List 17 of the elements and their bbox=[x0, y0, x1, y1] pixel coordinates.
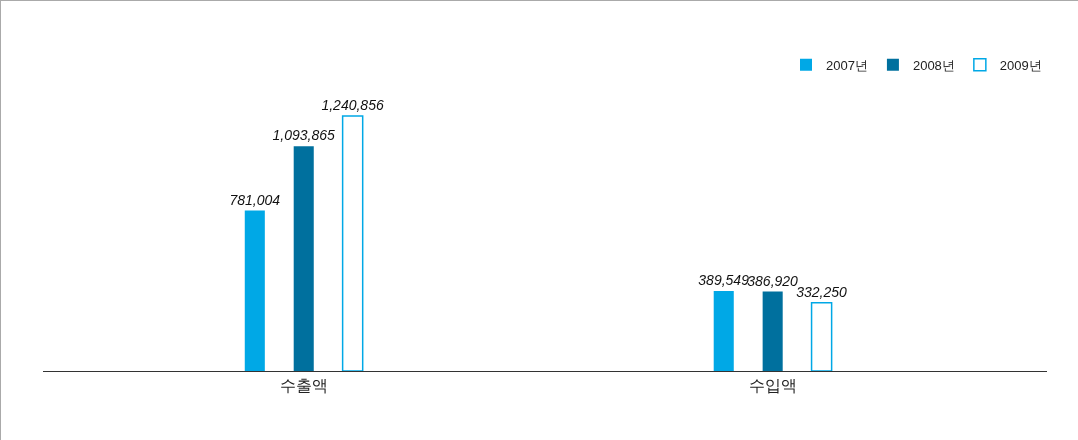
bar bbox=[244, 210, 265, 371]
data-label: 1,240,856 bbox=[321, 97, 384, 114]
bar bbox=[762, 291, 783, 371]
bar bbox=[293, 146, 314, 371]
data-label: 386,920 bbox=[747, 272, 799, 289]
data-label: 1,093,865 bbox=[272, 127, 335, 144]
x-tick-label: 수출액 bbox=[279, 377, 328, 395]
data-label: 332,250 bbox=[796, 283, 848, 300]
data-label: 389,549 bbox=[698, 271, 750, 288]
legend-label: 2008년 bbox=[912, 57, 955, 73]
bar bbox=[341, 115, 364, 371]
bar bbox=[713, 290, 734, 371]
x-tick-label: 수입액 bbox=[748, 377, 797, 395]
legend-label: 2007년 bbox=[826, 57, 868, 73]
legend-label: 2009년 bbox=[999, 57, 1042, 73]
data-label: 781,004 bbox=[229, 191, 281, 208]
bar bbox=[810, 302, 833, 371]
